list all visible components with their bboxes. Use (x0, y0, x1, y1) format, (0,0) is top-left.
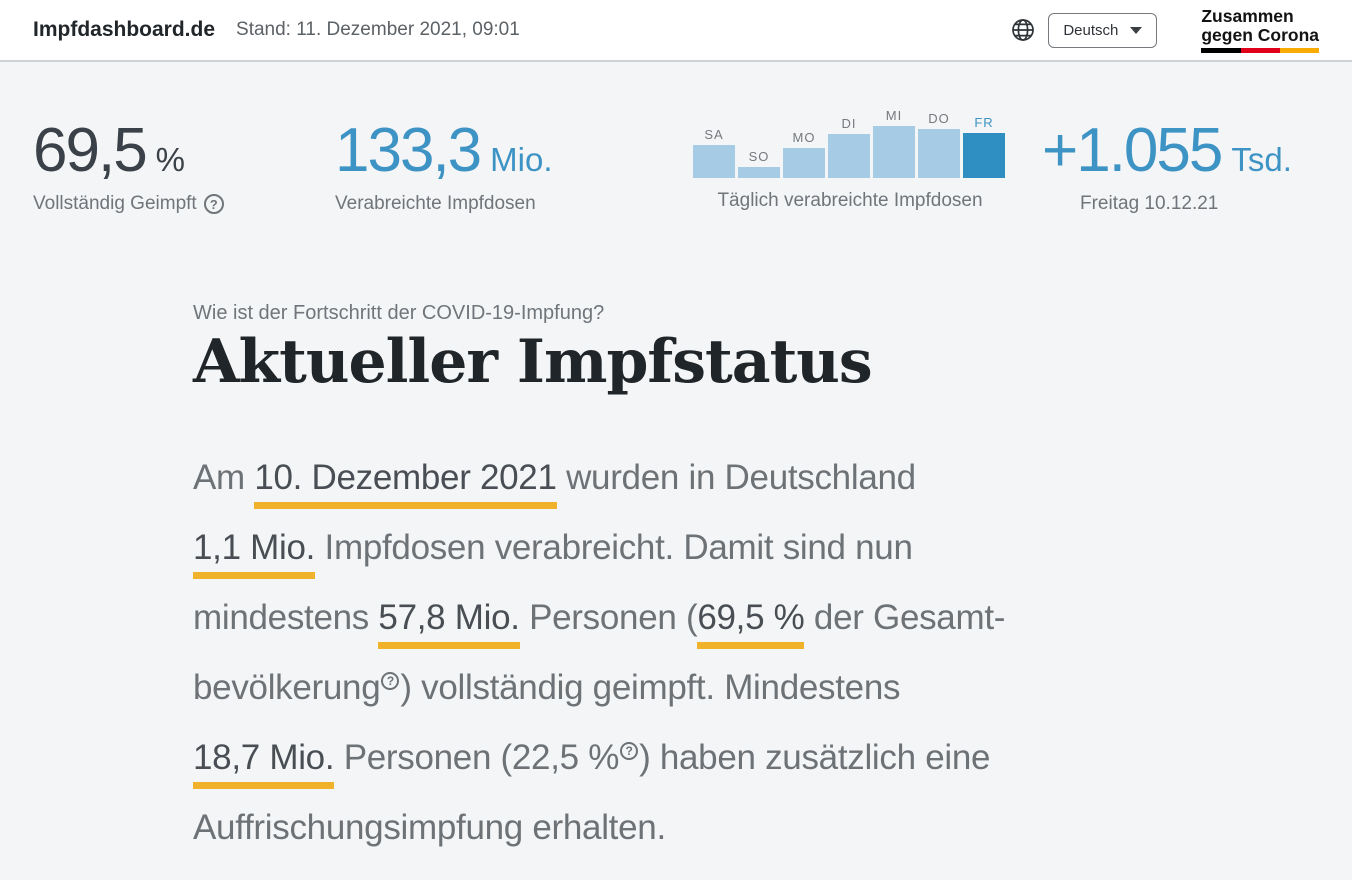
paragraph-text: Impfdosen verabreicht. Damit sind nun (315, 528, 913, 567)
section-eyebrow: Wie ist der Fortschritt der COVID-19-Imp… (193, 302, 605, 324)
paragraph-text: wurden in Deutschland (556, 458, 916, 497)
german-flag-bar (1201, 48, 1319, 54)
highlighted-value: 1,1 Mio. (193, 528, 315, 579)
stat-total-doses-value: 133,3 (335, 116, 482, 185)
daily-doses-chart-block: SA SO MO DI MI DO FR Täglich verabreichte Impf… (693, 106, 1007, 212)
question-mark-superscript-icon[interactable]: ? (380, 653, 400, 723)
highlighted-value: 69,5 % (697, 598, 805, 649)
paragraph-text: mindestens (193, 598, 379, 637)
stat-daily-new-unit: Tsd. (1231, 141, 1292, 178)
language-select[interactable]: Deutsch (1048, 12, 1158, 48)
chart-column: SA (693, 127, 735, 178)
globe-icon (1011, 18, 1035, 42)
chart-day-label: DI (841, 116, 857, 131)
chart-bar-sa[interactable] (693, 145, 735, 178)
daily-doses-chart: SA SO MO DI MI DO FR (693, 106, 1007, 178)
chart-day-label: DO (928, 111, 950, 126)
chart-bar-do[interactable] (918, 129, 960, 178)
page-title: Aktueller Impfstatus (193, 327, 873, 397)
paragraph-text: ) vollständig geimpft. Mindestens (400, 668, 901, 707)
chart-day-label: FR (974, 115, 994, 130)
top-bar-right: Deutsch Zusammen gegen Corona (1011, 5, 1319, 54)
chevron-down-icon (1130, 26, 1143, 34)
main-content: Wie ist der Fortschritt der COVID-19-Imp… (193, 302, 1233, 863)
stat-fully-vaccinated-value: 69,5 (33, 116, 148, 185)
zusammen-gegen-corona-logo[interactable]: Zusammen gegen Corona (1201, 5, 1319, 54)
top-bar: Impfdashboard.de Stand: 11. Dezember 202… (0, 0, 1352, 62)
status-paragraph: Am 10. Dezember 2021 wurden in Deutschla… (193, 443, 1233, 863)
paragraph-text: Personen (22,5 % (334, 738, 620, 777)
chart-column: MI (873, 108, 915, 178)
language-select-value: Deutsch (1063, 21, 1119, 39)
chart-day-label: SO (748, 149, 770, 164)
chart-column: DO (918, 111, 960, 178)
data-timestamp: Stand: 11. Dezember 2021, 09:01 (236, 19, 520, 40)
stat-daily-new-label: Freitag 10.12.21 (1080, 193, 1219, 214)
stat-fully-vaccinated-unit: % (155, 141, 186, 178)
chart-column: DI (828, 116, 870, 178)
chart-column: MO (783, 130, 825, 178)
chart-day-label: SA (704, 127, 724, 142)
site-logo[interactable]: Impfdashboard.de (33, 18, 216, 41)
logo-line-2: gegen Corona (1201, 25, 1319, 45)
stat-daily-new: +1.055 Tsd. Freitag 10.12.21 (1042, 120, 1292, 215)
stat-fully-vaccinated: 69,5 % Vollständig Geimpft ? (33, 120, 224, 215)
logo-line-1: Zusammen (1201, 5, 1294, 26)
paragraph-text: ) haben zusätzlich eine (639, 738, 991, 777)
paragraph-text: Am (193, 458, 255, 497)
chart-day-label: MO (792, 130, 816, 145)
stat-total-doses: 133,3 Mio. Verabreichte Impfdosen (335, 120, 553, 215)
chart-day-label: MI (885, 108, 903, 123)
chart-column: FR (963, 115, 1005, 178)
highlighted-value: 10. Dezember 2021 (254, 458, 557, 509)
daily-doses-chart-caption: Täglich verabreichte Impfdosen (717, 190, 983, 211)
chart-bar-mo[interactable] (783, 148, 825, 178)
paragraph-text: Auffrischungsimpfung erhalten. (193, 808, 666, 847)
question-mark-superscript-icon[interactable]: ? (619, 723, 639, 793)
help-icon[interactable]: ? (203, 194, 224, 214)
stats-row: 69,5 % Vollständig Geimpft ? 133,3 Mio. … (0, 62, 1352, 222)
stat-daily-new-value: +1.055 (1042, 116, 1223, 185)
chart-bar-so[interactable] (738, 167, 780, 178)
highlighted-value: 57,8 Mio. (378, 598, 520, 649)
paragraph-text: Personen ( (519, 598, 698, 637)
stat-total-doses-unit: Mio. (490, 141, 553, 178)
stat-fully-vaccinated-label: Vollständig Geimpft (33, 193, 197, 214)
highlighted-value: 18,7 Mio. (193, 738, 335, 789)
paragraph-text: der Gesamt- (804, 598, 1006, 637)
chart-column: SO (738, 149, 780, 178)
paragraph-text: bevölkerung (193, 668, 381, 707)
chart-bar-fr[interactable] (963, 133, 1005, 178)
stat-total-doses-label: Verabreichte Impfdosen (335, 193, 536, 214)
chart-bar-di[interactable] (828, 134, 870, 178)
chart-bar-mi[interactable] (873, 126, 915, 178)
